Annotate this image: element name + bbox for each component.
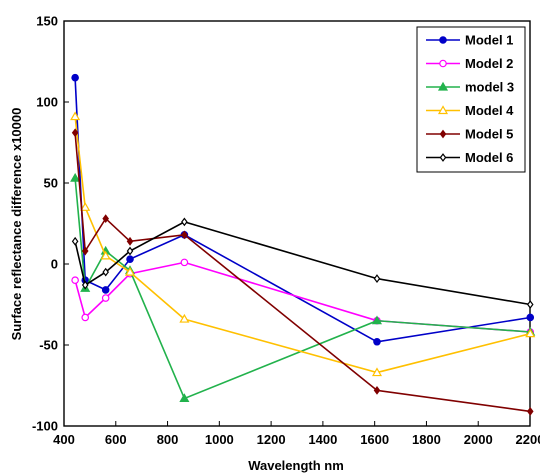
data-point: [71, 128, 79, 138]
series-line: [74, 261, 531, 333]
y-axis-title: Surface reflectance difference x10000: [9, 108, 24, 341]
y-tick-label: 50: [44, 176, 58, 191]
x-tick-label: 1000: [205, 432, 234, 447]
series-model-5: [71, 128, 534, 416]
series-model-6: [71, 217, 534, 309]
legend-item: Model 1: [426, 33, 513, 48]
data-point: [126, 255, 134, 263]
data-point: [80, 202, 91, 211]
data-point: [81, 313, 90, 322]
data-point: [181, 217, 188, 227]
legend-marker: [439, 59, 447, 68]
legend-item: Model 6: [426, 150, 513, 165]
data-point: [526, 313, 535, 322]
legend-item: model 3: [426, 80, 514, 95]
legend: Model 1 Model 2 model 3 Model 4 Model 5 Model…: [416, 26, 526, 173]
data-point: [179, 313, 190, 323]
x-tick-label: 600: [105, 432, 127, 447]
legend-label: model 3: [465, 80, 514, 95]
data-point: [525, 328, 536, 338]
data-point: [71, 276, 79, 285]
legend-label: Model 4: [465, 103, 514, 118]
y-tick-label: -100: [32, 419, 58, 434]
data-point: [71, 236, 79, 246]
legend-item: Model 4: [426, 103, 514, 118]
legend-marker: [439, 36, 447, 44]
data-point: [100, 250, 111, 260]
y-tick-label: 0: [51, 257, 58, 272]
x-tick-label: 1400: [308, 432, 337, 447]
series-line: [74, 132, 531, 413]
data-point: [526, 407, 534, 416]
data-point: [526, 300, 534, 309]
y-tick-label: 100: [36, 95, 58, 110]
data-point: [102, 214, 109, 224]
legend-item: Model 5: [426, 127, 513, 142]
data-point: [371, 315, 383, 325]
series-model-3: [70, 172, 536, 403]
x-tick-label: 2200: [516, 432, 540, 447]
legend-label: Model 5: [465, 127, 513, 142]
data-point: [373, 274, 381, 283]
legend-marker: [439, 153, 447, 162]
legend-item: Model 2: [426, 56, 513, 71]
x-tick-label: 400: [53, 432, 75, 447]
data-point: [124, 266, 136, 276]
data-point: [126, 246, 134, 256]
data-point: [81, 246, 89, 256]
series-line: [74, 221, 531, 306]
data-point: [101, 286, 110, 294]
y-tick-label: 150: [36, 14, 58, 29]
data-point: [371, 367, 383, 377]
x-axis: 400 600 800 1000 1200 1400 1600 1800 2000 2200: [53, 421, 540, 447]
x-tick-label: 2000: [464, 432, 493, 447]
legend-marker: [439, 129, 447, 139]
data-point: [70, 111, 81, 121]
data-point: [180, 258, 189, 267]
x-tick-label: 800: [157, 432, 179, 447]
data-point: [181, 230, 188, 240]
legend-marker: [437, 105, 449, 115]
legend-marker: [437, 81, 449, 91]
data-point: [102, 267, 109, 277]
plot-frame: [63, 20, 531, 427]
data-point: [373, 385, 381, 395]
plot-area: [63, 20, 531, 427]
data-point: [70, 172, 81, 182]
legend-label: Model 1: [465, 33, 513, 48]
x-tick-label: 1800: [412, 432, 441, 447]
series-layer: [70, 73, 536, 416]
legend-label: Model 2: [465, 56, 513, 71]
data-point: [126, 236, 134, 246]
legend-label: Model 6: [465, 150, 513, 165]
y-axis: -100 -50 0 50 100 150: [32, 14, 69, 434]
series-line: [74, 178, 531, 400]
legend-box: [416, 26, 526, 173]
x-tick-label: 1200: [257, 432, 286, 447]
data-point: [81, 280, 89, 290]
y-tick-label: -50: [39, 338, 58, 353]
data-point: [71, 73, 79, 82]
x-axis-title: Wavelength nm: [248, 458, 344, 473]
data-point: [179, 393, 190, 403]
data-point: [373, 337, 381, 346]
series-model-4: [70, 111, 536, 377]
x-tick-label: 1600: [360, 432, 389, 447]
data-point: [101, 294, 110, 302]
